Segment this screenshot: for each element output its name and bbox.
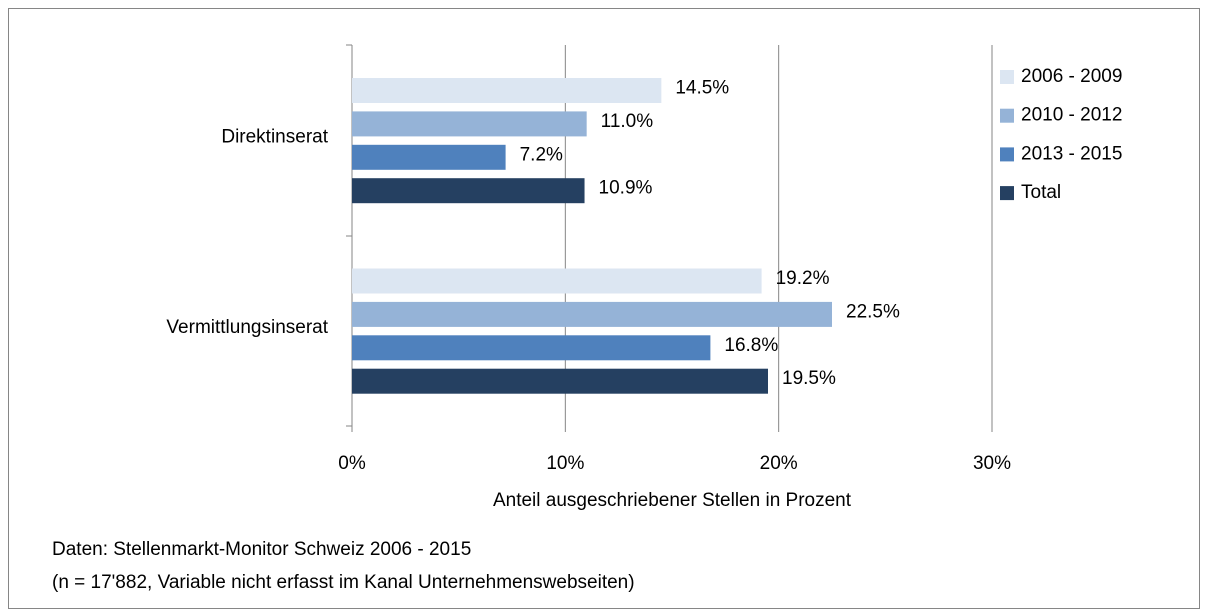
legend-label: 2010 - 2012: [1021, 105, 1122, 126]
data-label: 16.8%: [724, 335, 778, 356]
legend-label: 2006 - 2009: [1021, 66, 1122, 87]
legend-swatch: [1000, 147, 1014, 162]
footnote: Daten: Stellenmarkt-Monitor Schweiz 2006…: [52, 539, 471, 560]
bar: [352, 78, 662, 103]
x-tick-label: 20%: [760, 453, 798, 474]
bar: [352, 301, 832, 327]
bar: [352, 268, 762, 294]
data-label: 19.5%: [782, 368, 836, 389]
bar: [352, 368, 768, 394]
legend-label: Total: [1021, 182, 1061, 203]
bar: [352, 144, 506, 170]
data-label: 7.2%: [520, 144, 563, 165]
data-label: 14.5%: [675, 78, 729, 99]
y-tick-label: Direktinserat: [221, 126, 328, 147]
legend-swatch: [1000, 108, 1014, 123]
data-label: 19.2%: [776, 268, 830, 289]
legend-swatch: [1000, 70, 1014, 84]
x-tick-label: 0%: [338, 453, 366, 474]
data-label: 10.9%: [599, 178, 653, 199]
x-tick-label: 10%: [546, 453, 584, 474]
footnote: (n = 17'882, Variable nicht erfasst im K…: [52, 572, 635, 593]
bar: [352, 111, 587, 137]
bar: [352, 335, 711, 361]
x-tick-label: 30%: [973, 453, 1011, 474]
x-axis-label: Anteil ausgeschriebener Stellen in Proze…: [493, 490, 852, 511]
data-label: 11.0%: [601, 111, 654, 132]
legend-label: 2013 - 2015: [1021, 143, 1122, 164]
bar: [352, 178, 585, 204]
legend-swatch: [1000, 186, 1014, 201]
data-label: 22.5%: [846, 301, 900, 322]
y-tick-label: Vermittlungsinserat: [166, 317, 328, 338]
